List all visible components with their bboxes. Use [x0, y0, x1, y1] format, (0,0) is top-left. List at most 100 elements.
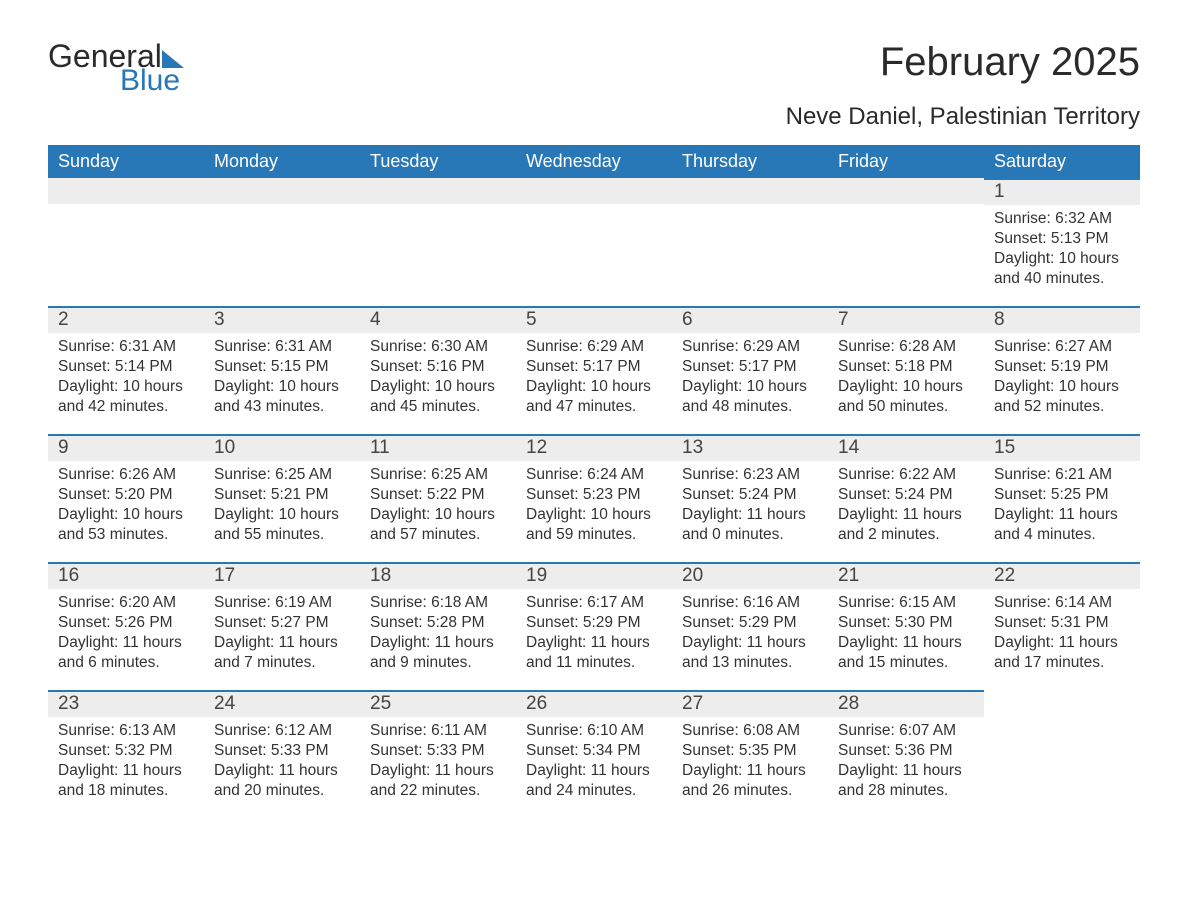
sunrise-text: Sunrise: 6:25 AM	[370, 465, 506, 485]
day-details: Sunrise: 6:29 AMSunset: 5:17 PMDaylight:…	[672, 333, 828, 418]
calendar-day-cell: 14Sunrise: 6:22 AMSunset: 5:24 PMDayligh…	[828, 434, 984, 562]
sunrise-text: Sunrise: 6:15 AM	[838, 593, 974, 613]
empty-day-bar	[828, 178, 984, 204]
calendar-week-row: 1Sunrise: 6:32 AMSunset: 5:13 PMDaylight…	[48, 178, 1140, 306]
daylight-text: Daylight: 10 hours and 50 minutes.	[838, 377, 974, 417]
day-details: Sunrise: 6:11 AMSunset: 5:33 PMDaylight:…	[360, 717, 516, 802]
sunset-text: Sunset: 5:26 PM	[58, 613, 194, 633]
sunset-text: Sunset: 5:31 PM	[994, 613, 1130, 633]
calendar-day-cell: 26Sunrise: 6:10 AMSunset: 5:34 PMDayligh…	[516, 690, 672, 818]
calendar-day-cell: 1Sunrise: 6:32 AMSunset: 5:13 PMDaylight…	[984, 178, 1140, 306]
daylight-text: Daylight: 10 hours and 48 minutes.	[682, 377, 818, 417]
calendar-day-cell: 11Sunrise: 6:25 AMSunset: 5:22 PMDayligh…	[360, 434, 516, 562]
calendar-day-cell	[204, 178, 360, 306]
sunrise-text: Sunrise: 6:29 AM	[682, 337, 818, 357]
daylight-text: Daylight: 11 hours and 24 minutes.	[526, 761, 662, 801]
sunrise-text: Sunrise: 6:20 AM	[58, 593, 194, 613]
sunset-text: Sunset: 5:13 PM	[994, 229, 1130, 249]
daylight-text: Daylight: 11 hours and 26 minutes.	[682, 761, 818, 801]
day-number: 7	[828, 306, 984, 333]
day-number: 28	[828, 690, 984, 717]
empty-day-bar	[672, 178, 828, 204]
daylight-text: Daylight: 10 hours and 55 minutes.	[214, 505, 350, 545]
sunset-text: Sunset: 5:29 PM	[682, 613, 818, 633]
day-number: 26	[516, 690, 672, 717]
day-number: 16	[48, 562, 204, 589]
calendar-week-row: 16Sunrise: 6:20 AMSunset: 5:26 PMDayligh…	[48, 562, 1140, 690]
calendar-week-row: 9Sunrise: 6:26 AMSunset: 5:20 PMDaylight…	[48, 434, 1140, 562]
sunset-text: Sunset: 5:14 PM	[58, 357, 194, 377]
day-details: Sunrise: 6:24 AMSunset: 5:23 PMDaylight:…	[516, 461, 672, 546]
day-number: 27	[672, 690, 828, 717]
day-number: 11	[360, 434, 516, 461]
sunrise-text: Sunrise: 6:18 AM	[370, 593, 506, 613]
calendar-day-cell: 9Sunrise: 6:26 AMSunset: 5:20 PMDaylight…	[48, 434, 204, 562]
sunset-text: Sunset: 5:17 PM	[526, 357, 662, 377]
month-title: February 2025	[786, 40, 1140, 85]
calendar-day-cell: 21Sunrise: 6:15 AMSunset: 5:30 PMDayligh…	[828, 562, 984, 690]
calendar-day-cell	[48, 178, 204, 306]
daylight-text: Daylight: 11 hours and 28 minutes.	[838, 761, 974, 801]
weekday-header: Sunday	[48, 145, 204, 178]
sunrise-text: Sunrise: 6:19 AM	[214, 593, 350, 613]
sunrise-text: Sunrise: 6:24 AM	[526, 465, 662, 485]
calendar-day-cell	[360, 178, 516, 306]
calendar-day-cell	[516, 178, 672, 306]
calendar-day-cell: 27Sunrise: 6:08 AMSunset: 5:35 PMDayligh…	[672, 690, 828, 818]
day-details: Sunrise: 6:31 AMSunset: 5:14 PMDaylight:…	[48, 333, 204, 418]
sunset-text: Sunset: 5:24 PM	[682, 485, 818, 505]
empty-day-bar	[516, 178, 672, 204]
calendar-day-cell	[828, 178, 984, 306]
day-number: 6	[672, 306, 828, 333]
sunset-text: Sunset: 5:32 PM	[58, 741, 194, 761]
calendar-day-cell: 15Sunrise: 6:21 AMSunset: 5:25 PMDayligh…	[984, 434, 1140, 562]
calendar-day-cell: 7Sunrise: 6:28 AMSunset: 5:18 PMDaylight…	[828, 306, 984, 434]
sunset-text: Sunset: 5:19 PM	[994, 357, 1130, 377]
day-number: 25	[360, 690, 516, 717]
day-details: Sunrise: 6:31 AMSunset: 5:15 PMDaylight:…	[204, 333, 360, 418]
day-details: Sunrise: 6:14 AMSunset: 5:31 PMDaylight:…	[984, 589, 1140, 674]
location-subtitle: Neve Daniel, Palestinian Territory	[786, 103, 1140, 131]
daylight-text: Daylight: 10 hours and 42 minutes.	[58, 377, 194, 417]
sunrise-text: Sunrise: 6:32 AM	[994, 209, 1130, 229]
daylight-text: Daylight: 11 hours and 0 minutes.	[682, 505, 818, 545]
day-details: Sunrise: 6:25 AMSunset: 5:22 PMDaylight:…	[360, 461, 516, 546]
day-details: Sunrise: 6:10 AMSunset: 5:34 PMDaylight:…	[516, 717, 672, 802]
sunset-text: Sunset: 5:28 PM	[370, 613, 506, 633]
sunset-text: Sunset: 5:22 PM	[370, 485, 506, 505]
day-details: Sunrise: 6:17 AMSunset: 5:29 PMDaylight:…	[516, 589, 672, 674]
daylight-text: Daylight: 11 hours and 22 minutes.	[370, 761, 506, 801]
calendar-day-cell: 18Sunrise: 6:18 AMSunset: 5:28 PMDayligh…	[360, 562, 516, 690]
weekday-header-row: SundayMondayTuesdayWednesdayThursdayFrid…	[48, 145, 1140, 178]
sunset-text: Sunset: 5:20 PM	[58, 485, 194, 505]
sunset-text: Sunset: 5:29 PM	[526, 613, 662, 633]
weekday-header: Friday	[828, 145, 984, 178]
calendar-day-cell	[672, 178, 828, 306]
calendar-day-cell: 25Sunrise: 6:11 AMSunset: 5:33 PMDayligh…	[360, 690, 516, 818]
day-number: 10	[204, 434, 360, 461]
calendar-day-cell: 5Sunrise: 6:29 AMSunset: 5:17 PMDaylight…	[516, 306, 672, 434]
daylight-text: Daylight: 11 hours and 17 minutes.	[994, 633, 1130, 673]
calendar-week-row: 23Sunrise: 6:13 AMSunset: 5:32 PMDayligh…	[48, 690, 1140, 818]
weekday-header: Saturday	[984, 145, 1140, 178]
day-details: Sunrise: 6:15 AMSunset: 5:30 PMDaylight:…	[828, 589, 984, 674]
calendar-day-cell: 28Sunrise: 6:07 AMSunset: 5:36 PMDayligh…	[828, 690, 984, 818]
daylight-text: Daylight: 10 hours and 47 minutes.	[526, 377, 662, 417]
day-number: 15	[984, 434, 1140, 461]
sunrise-text: Sunrise: 6:07 AM	[838, 721, 974, 741]
daylight-text: Daylight: 10 hours and 40 minutes.	[994, 249, 1130, 289]
empty-day-bar	[48, 178, 204, 204]
sunrise-text: Sunrise: 6:14 AM	[994, 593, 1130, 613]
daylight-text: Daylight: 10 hours and 52 minutes.	[994, 377, 1130, 417]
sunrise-text: Sunrise: 6:29 AM	[526, 337, 662, 357]
day-number: 21	[828, 562, 984, 589]
day-details: Sunrise: 6:22 AMSunset: 5:24 PMDaylight:…	[828, 461, 984, 546]
calendar-day-cell: 19Sunrise: 6:17 AMSunset: 5:29 PMDayligh…	[516, 562, 672, 690]
sunrise-text: Sunrise: 6:17 AM	[526, 593, 662, 613]
day-details: Sunrise: 6:20 AMSunset: 5:26 PMDaylight:…	[48, 589, 204, 674]
title-block: February 2025 Neve Daniel, Palestinian T…	[786, 40, 1140, 139]
sunset-text: Sunset: 5:30 PM	[838, 613, 974, 633]
day-details: Sunrise: 6:29 AMSunset: 5:17 PMDaylight:…	[516, 333, 672, 418]
sunrise-text: Sunrise: 6:11 AM	[370, 721, 506, 741]
calendar-table: SundayMondayTuesdayWednesdayThursdayFrid…	[48, 145, 1140, 818]
